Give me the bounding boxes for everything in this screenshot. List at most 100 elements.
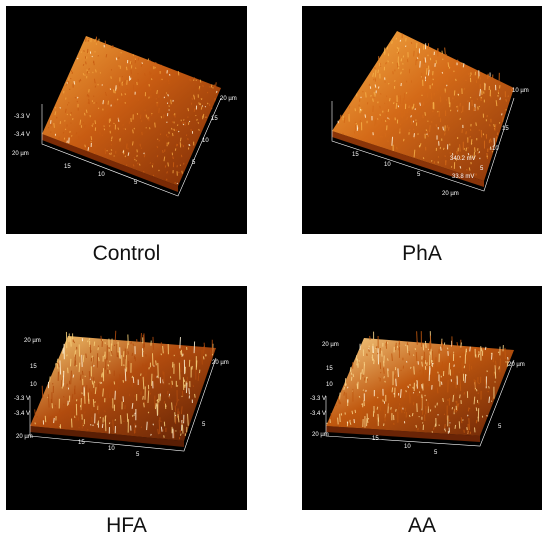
surface-peak (425, 68, 428, 75)
surface-peak (54, 106, 57, 109)
surface-peak (385, 341, 388, 346)
surface-peak (87, 392, 90, 404)
surface-peak (144, 73, 146, 77)
surface-peak (160, 420, 162, 423)
surface-peak (85, 61, 87, 65)
surface-peak (53, 122, 55, 128)
afm-surface-pha (331, 31, 515, 192)
surface-peak (210, 84, 213, 88)
axis-frame (29, 357, 217, 452)
surface-peak (491, 150, 494, 153)
surface-peak (179, 337, 181, 349)
surface-peak (457, 403, 460, 406)
surface-peak (85, 353, 87, 358)
surface-peak (397, 368, 399, 377)
surface-peak (70, 77, 72, 80)
surface-peak (93, 78, 96, 84)
surface-peak (185, 382, 188, 394)
surface-peak (158, 108, 160, 114)
surface-peak (385, 111, 388, 116)
surface-peak (160, 64, 163, 68)
surface-peak (148, 96, 150, 99)
surface-peak (371, 343, 374, 358)
surface-plane (326, 338, 514, 436)
surface-edge (332, 131, 484, 187)
y-axis-end-label: 20 µm (212, 360, 229, 366)
surface-peak (156, 102, 158, 107)
surface-peak (143, 344, 146, 348)
surface-peak (94, 69, 97, 73)
surface-peak (455, 78, 457, 82)
surface-peak (144, 365, 147, 370)
surface-peak (430, 74, 432, 79)
surface-peak (147, 116, 149, 120)
surface-peak (396, 51, 399, 54)
surface-peak (168, 105, 170, 107)
surface-peak (465, 131, 467, 135)
surface-peak (496, 132, 499, 136)
surface-peak (398, 340, 401, 345)
surface-peak (466, 168, 468, 171)
x-tick: 10 (98, 172, 105, 178)
surface-peak (400, 369, 402, 372)
surface-peak (132, 343, 134, 346)
surface-peak (171, 133, 174, 137)
surface-peak (428, 125, 431, 133)
surface-peak (51, 403, 53, 409)
surface-peak (203, 342, 206, 350)
surface-peak (476, 98, 479, 100)
surface-peak (395, 408, 397, 412)
surface-peak (391, 136, 394, 146)
z-label-top: -3.3 V (310, 396, 327, 402)
x-tick: 5 (434, 450, 438, 456)
surface-peak (444, 47, 446, 55)
surface-peak (363, 400, 365, 407)
surface-peak (74, 354, 76, 366)
surface-peak (422, 157, 425, 160)
surface-peak (183, 379, 186, 382)
surface-peak (112, 419, 114, 431)
surface-peak (134, 67, 137, 69)
surface-peak (93, 102, 95, 104)
surface-peak (55, 362, 57, 366)
surface-peak (385, 62, 387, 65)
surface-peak (107, 100, 110, 105)
surface-peak (70, 370, 72, 385)
surface-peak (102, 388, 104, 397)
surface-peak (178, 362, 181, 380)
surface-peak (362, 389, 365, 391)
y-axis-top-label: 20 µm (24, 338, 41, 344)
surface-peak (174, 405, 177, 412)
surface-peak (400, 71, 402, 75)
surface-peak (359, 108, 362, 111)
surface-peak (147, 58, 150, 62)
surface-peak (413, 366, 415, 375)
surface-peak (117, 127, 120, 130)
surface-peak (167, 94, 169, 97)
surface-peak (66, 82, 68, 84)
surface-peak (91, 416, 93, 423)
surface-peak (182, 121, 184, 125)
surface-peak (100, 335, 102, 342)
surface-peak (131, 402, 134, 409)
surface-peak (200, 106, 203, 110)
right-tick: 5 (498, 424, 502, 430)
surface-peak (488, 396, 491, 403)
surface-peak (442, 147, 445, 151)
surface-peak (412, 103, 415, 109)
surface-peak (378, 63, 381, 67)
surface-peak (215, 82, 217, 87)
z-label-bottom: -3.4 V (14, 411, 31, 417)
surface-peak (379, 113, 381, 116)
surface-peak (168, 395, 171, 399)
surface-peak (494, 365, 497, 379)
surface-peak (181, 170, 183, 174)
surface-peak (34, 409, 36, 415)
surface-peak (337, 417, 339, 425)
surface-peak (110, 149, 113, 151)
surface-peak (160, 76, 162, 80)
surface-peak (352, 373, 355, 378)
surface-peak (142, 363, 145, 372)
surface-peak (446, 125, 449, 129)
surface-peak (137, 98, 140, 102)
